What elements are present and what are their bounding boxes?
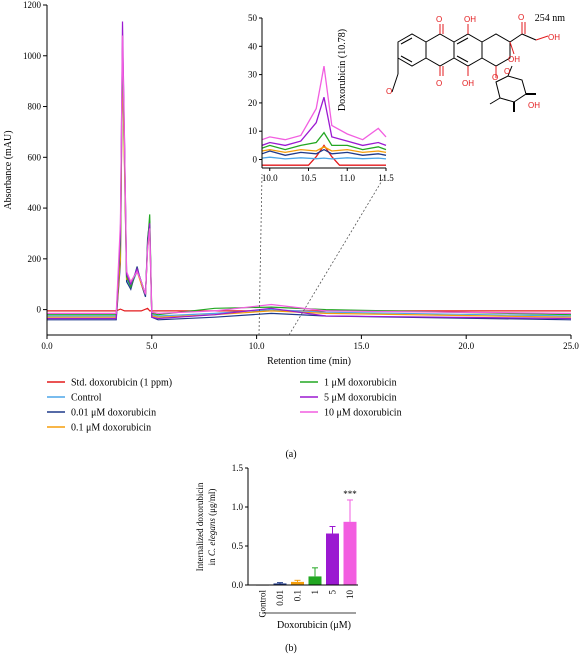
- main-x-tick-label: 10.0: [249, 341, 265, 351]
- inset-x-tick-label: 11.5: [378, 173, 394, 183]
- main-x-tick-label: 5.0: [146, 341, 158, 351]
- main-x-tick-label: 15.0: [354, 341, 370, 351]
- legend-label: 1 μM doxorubicin: [324, 378, 397, 389]
- svg-text:OH: OH: [528, 101, 540, 110]
- zoom-guide-left: [258, 173, 263, 336]
- inset-plot-background: [262, 18, 386, 168]
- bar-5: [343, 521, 357, 585]
- wavelength-label: 254 nm: [535, 13, 566, 24]
- main-y-tick-label: 400: [28, 203, 42, 213]
- inset-peak-annotation: Doxorubicin (10.78): [337, 29, 348, 111]
- svg-text:OH: OH: [464, 15, 476, 24]
- bar-y-tick-label: 1.5: [232, 463, 244, 473]
- internalized-doxorubicin-bar-chart: 0.0 0.5 1.0 1.5 Control 0.01 0.1 1 5 10 Doxorubi…: [195, 463, 358, 631]
- bar-x-tick-label: 10: [345, 590, 355, 600]
- inset-series-line-0: [262, 144, 386, 166]
- legend-label: 5 μM doxorubicin: [324, 393, 397, 404]
- zoom-guide-right: [288, 173, 387, 336]
- legend-label: 0.1 μM doxorubicin: [71, 423, 151, 434]
- legend-label: 0.01 μM doxorubicin: [71, 408, 156, 419]
- bar-3: [308, 576, 322, 585]
- bar-4: [326, 533, 339, 585]
- bar-y-tick-label: 1.0: [232, 502, 244, 512]
- bar-1: [273, 583, 287, 585]
- svg-text:O: O: [504, 67, 510, 76]
- main-series-line-6: [47, 35, 572, 315]
- bar-x-tick-label: 0.01: [275, 590, 285, 606]
- main-y-tick-label: 600: [28, 152, 42, 162]
- bar-x-tick-label: 1: [310, 590, 320, 595]
- significance-label: ***: [343, 489, 357, 499]
- main-y-tick-label: 1200: [23, 0, 42, 10]
- main-x-tick-label: 0.0: [41, 341, 53, 351]
- main-x-axis-label: Retention time (min): [267, 356, 351, 367]
- panel-b-label: (b): [285, 643, 297, 654]
- inset-x-tick-label: 10.0: [262, 173, 278, 183]
- svg-text:O: O: [492, 73, 498, 82]
- bar-y-tick-label: 0.5: [232, 541, 244, 551]
- svg-text:OH: OH: [462, 79, 474, 88]
- bar-2: [291, 581, 304, 585]
- svg-text:O: O: [386, 87, 392, 96]
- legend-label: 10 μM doxorubicin: [324, 408, 402, 419]
- inset-chart: 0 10 20 30 40 50 10.0 10.5 11.0 11.5 Doxorubicin…: [248, 13, 394, 183]
- svg-text:O: O: [436, 15, 442, 24]
- legend: Std. doxorubicin (1 ppm) Control 0.01 μM d…: [47, 378, 402, 434]
- bar-x-tick-label: Control: [258, 590, 268, 618]
- svg-text:O: O: [436, 79, 442, 88]
- inset-x-tick-label: 11.0: [340, 173, 356, 183]
- inset-series-line-1: [261, 156, 387, 160]
- bar-y-axis-label-line2: in C. elegans (μg/ml): [207, 489, 217, 566]
- main-y-tick-label: 200: [28, 254, 42, 264]
- doxorubicin-structure-diagram: O OH O OH O OH OH O O OH O: [386, 13, 560, 112]
- inset-x-tick-label: 10.5: [301, 173, 317, 183]
- main-y-tick-label: 1000: [23, 51, 42, 61]
- inset-series-line-3: [261, 146, 387, 154]
- inset-y-tick-label: 50: [248, 13, 258, 23]
- svg-text:O: O: [518, 13, 524, 22]
- bar-x-tick-label: 0.1: [293, 590, 303, 601]
- main-y-axis-label: Absorbance (mAU): [3, 130, 14, 209]
- main-y-tick-label: 800: [28, 102, 42, 112]
- panel-a-label: (a): [285, 449, 296, 460]
- inset-series-line-2: [261, 148, 387, 156]
- legend-label: Control: [71, 393, 102, 404]
- main-y-tick-label: 0: [37, 305, 42, 315]
- inset-y-tick-label: 40: [248, 41, 258, 51]
- svg-text:OH: OH: [508, 55, 520, 64]
- main-x-tick-label: 20.0: [458, 341, 474, 351]
- inset-y-tick-label: 30: [248, 70, 258, 80]
- inset-series-line-6: [261, 65, 387, 141]
- svg-text:OH: OH: [548, 33, 560, 42]
- bar-y-tick-label: 0.0: [232, 580, 244, 590]
- bar-x-axis-label: Doxorubicin (μM): [277, 620, 351, 631]
- inset-y-tick-label: 20: [248, 98, 258, 108]
- bar-y-axis-label-line1: Internalized doxorubicin: [195, 482, 205, 571]
- legend-label: Std. doxorubicin (1 ppm): [71, 378, 172, 389]
- inset-series-line-4: [261, 131, 387, 151]
- main-x-tick-label: 25.0: [563, 341, 579, 351]
- inset-series-line-5: [261, 97, 387, 147]
- bar-x-tick-label: 5: [328, 590, 338, 595]
- inset-y-tick-label: 0: [253, 155, 258, 165]
- inset-y-tick-label: 10: [248, 126, 258, 136]
